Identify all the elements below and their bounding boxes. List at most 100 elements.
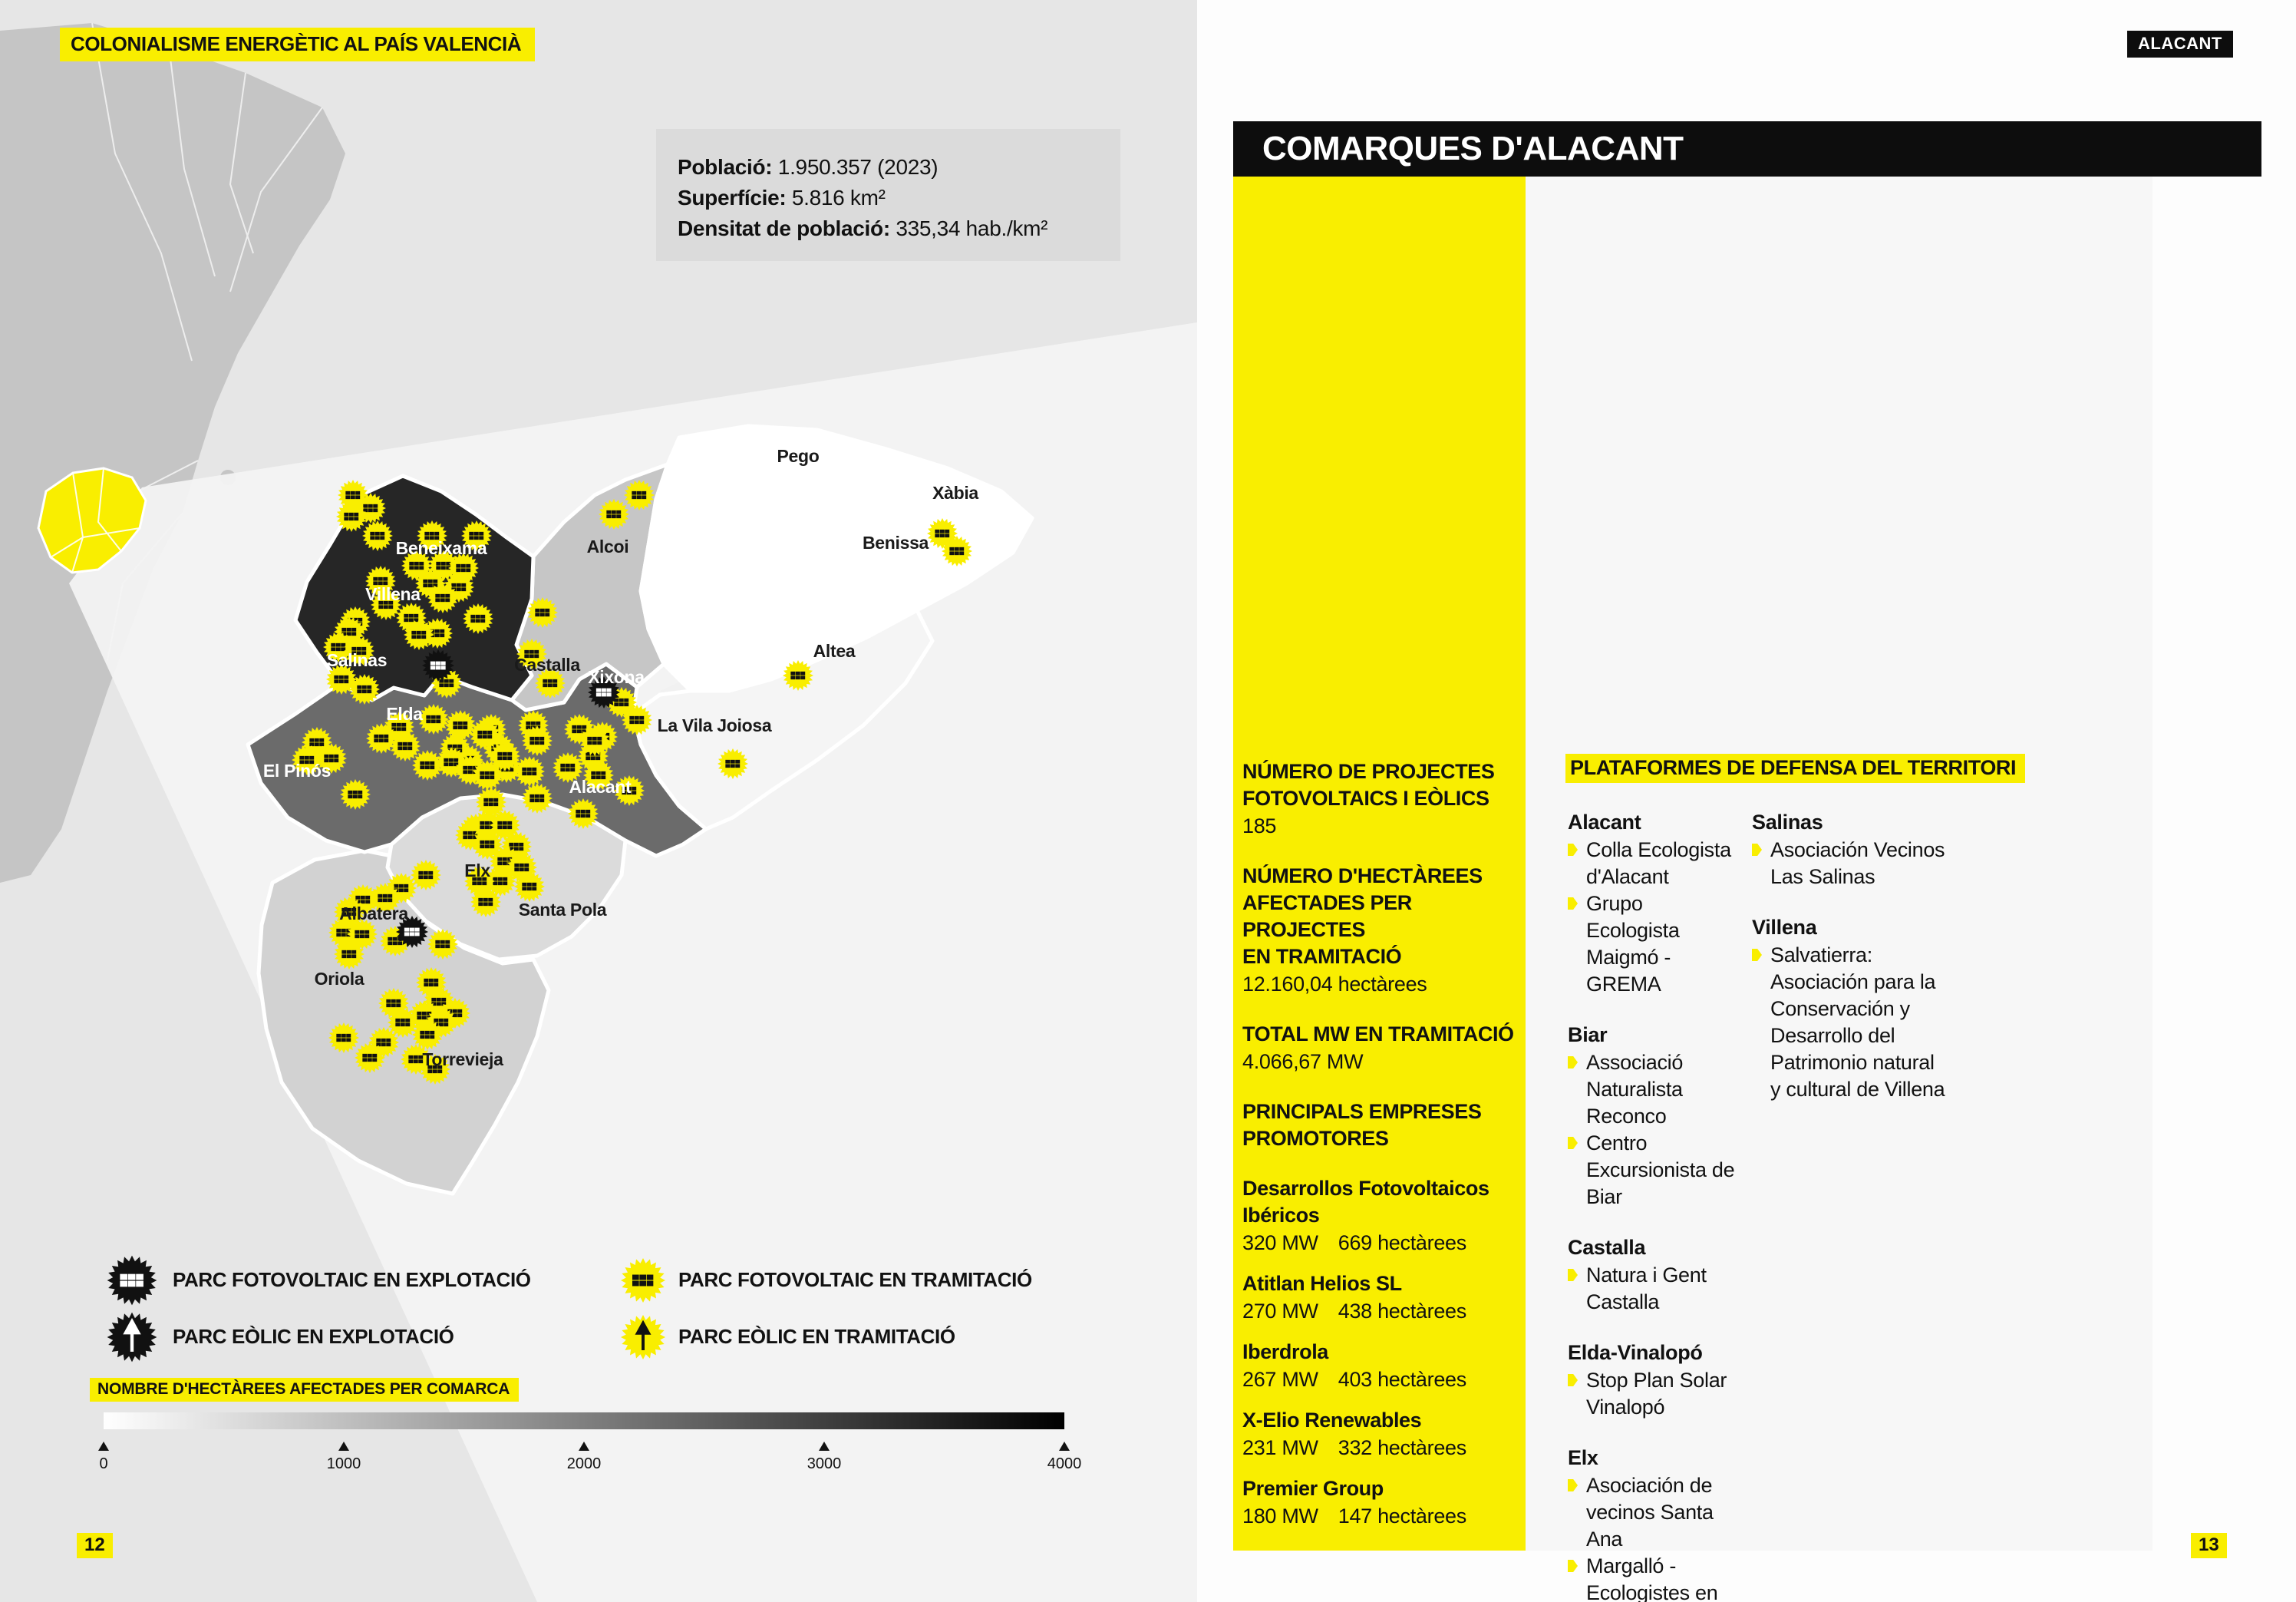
solar-panel-icon <box>404 613 419 623</box>
solar-panel-icon <box>344 512 359 521</box>
defense-group: Biar Associació Naturalista Reconco Centro… <box>1568 1022 1740 1211</box>
solar-panel-icon <box>614 698 629 707</box>
pv-tramitacio-marker <box>514 756 545 787</box>
pv-tramitacio-marker <box>463 603 493 634</box>
pv-tramitacio-marker <box>417 520 447 551</box>
pv-tramitacio-marker <box>783 660 813 691</box>
comarques-map: Pego Xàbia Benissa Alcoi Altea La Vila Joiosa… <box>246 424 1034 1196</box>
defense-town: Villena <box>1752 916 1817 939</box>
solar-panel-icon <box>463 831 478 840</box>
pv-tramitacio-marker <box>362 520 393 551</box>
solar-panel-icon <box>522 767 537 776</box>
solar-panel-icon <box>351 646 367 656</box>
defense-platforms-card: PLATAFORMES DE DEFENSA DEL TERRITORI Ala… <box>1526 177 2152 1602</box>
map-label: Oriola <box>315 969 365 989</box>
pv-tramitacio-marker <box>334 897 365 927</box>
legend-solar-panel-icon <box>621 1258 665 1303</box>
solar-panel-icon <box>388 936 403 946</box>
map-label: Benissa <box>863 533 929 553</box>
scale-tick-label: 1000 <box>326 1455 361 1472</box>
solar-panel-icon <box>376 1038 391 1047</box>
solar-panel-icon <box>374 734 389 743</box>
solar-panel-icon <box>345 491 361 500</box>
defense-organization: Natura i Gent Castalla <box>1568 1262 1740 1316</box>
info-box: Població: 1.950.357 (2023) Superfície: 5.… <box>656 129 1120 261</box>
map-label: Beneixama <box>396 538 487 558</box>
solar-panel-icon <box>576 809 591 818</box>
defense-group: Salinas Asociación Vecinos Las Salinas <box>1752 809 1950 890</box>
arrow-bullet-icon <box>1568 1137 1578 1149</box>
scale-tick-label: 3000 <box>807 1455 842 1472</box>
solar-panel-icon <box>524 649 539 659</box>
solar-panel-icon <box>480 821 495 830</box>
solar-panel-icon <box>430 661 446 670</box>
solar-panel-icon <box>331 642 346 652</box>
map-label: Castalla <box>514 655 580 675</box>
solar-panel-icon <box>357 685 372 694</box>
pv-tramitacio-marker <box>412 1019 443 1050</box>
defense-platforms-title: PLATAFORMES DE DEFENSA DEL TERRITORI <box>1565 754 2026 783</box>
solar-panel-icon <box>444 758 459 767</box>
province-tag: ALACANT <box>2127 31 2233 58</box>
arrow-bullet-icon <box>1568 1560 1578 1572</box>
solar-panel-icon <box>935 529 950 538</box>
solar-panel-icon <box>409 561 424 570</box>
pv-tramitacio-marker <box>418 704 449 735</box>
solar-panel-icon <box>483 798 499 807</box>
solar-panel-icon <box>427 1065 443 1074</box>
pv-tramitacio-marker <box>614 775 645 806</box>
pv-tramitacio-marker <box>599 499 629 530</box>
solar-panel-icon <box>529 794 545 803</box>
legend-solar-panel-icon <box>107 1255 157 1306</box>
solar-panel-icon <box>378 893 393 903</box>
solar-panel-icon <box>418 870 434 880</box>
info-row: Densitat de població: 335,34 hab./km² <box>678 216 1048 240</box>
stat-block: NÚMERO D'HECTÀREES AFECTADES PER PROJECTE… <box>1242 864 1483 996</box>
solar-panel-icon <box>586 751 601 761</box>
solar-panel-icon <box>480 771 495 780</box>
defense-organization: Associació Naturalista Reconco <box>1568 1049 1740 1130</box>
promoter-company: X-Elio Renewables 231 MW 332 hectàrees <box>1242 1409 1466 1459</box>
legend-label: PARC FOTOVOLTAIC EN EXPLOTACIÓ <box>173 1268 531 1291</box>
solar-panel-icon <box>395 1018 411 1027</box>
defense-town: Biar <box>1568 1023 1608 1046</box>
pv-explotacio-marker <box>107 1312 157 1363</box>
defense-group: Castalla Natura i Gent Castalla <box>1568 1234 1740 1316</box>
solar-panel-icon <box>725 759 741 768</box>
stat-block: TOTAL MW EN TRAMITACIÓ 4.066,67 MW <box>1242 1022 1514 1073</box>
defense-organization: Colla Ecologista d'Alacant <box>1568 837 1740 890</box>
pv-tramitacio-marker <box>461 520 492 551</box>
pv-tramitacio-marker <box>527 597 558 628</box>
pv-tramitacio-marker <box>624 480 655 510</box>
solar-panel-icon <box>411 630 427 639</box>
solar-panel-icon <box>529 736 545 745</box>
solar-panel-icon <box>632 491 647 500</box>
stat-block: NÚMERO DE PROJECTES FOTOVOLTAICS I EÒLICS… <box>1242 760 1495 837</box>
pv-tramitacio-marker <box>445 710 476 741</box>
defense-organization: Asociación de vecinos Santa Ana <box>1568 1472 1740 1553</box>
defense-group: Alacant Colla Ecologista d'Alacant Grupo E… <box>1568 809 1740 998</box>
pv-tramitacio-marker <box>942 536 972 566</box>
alacant-locator-highlight <box>37 467 147 574</box>
solar-panel-icon <box>334 675 349 684</box>
pv-tramitacio-marker <box>355 1042 385 1073</box>
wind-turbine-icon <box>123 1318 141 1352</box>
pv-explotacio-marker <box>422 649 454 682</box>
pv-tramitacio-marker <box>336 501 367 532</box>
pv-tramitacio-marker <box>583 760 614 791</box>
pv-tramitacio-marker <box>334 939 365 969</box>
solar-panel-icon <box>477 730 493 739</box>
pv-tramitacio-marker <box>349 674 380 705</box>
defense-town: Elda-Vinalopó <box>1568 1341 1703 1364</box>
solar-panel-icon <box>622 786 637 795</box>
solar-panel-icon <box>435 940 450 949</box>
pv-tramitacio-marker <box>490 741 520 771</box>
solar-panel-icon <box>949 547 965 556</box>
solar-panel-icon <box>453 721 468 730</box>
defense-town: Salinas <box>1752 811 1823 834</box>
legend-label: PARC FOTOVOLTAIC EN TRAMITACIÓ <box>678 1268 1032 1291</box>
wind-turbine-icon <box>635 1320 652 1350</box>
solar-panel-icon <box>629 715 645 725</box>
arrow-bullet-icon <box>1568 897 1578 910</box>
